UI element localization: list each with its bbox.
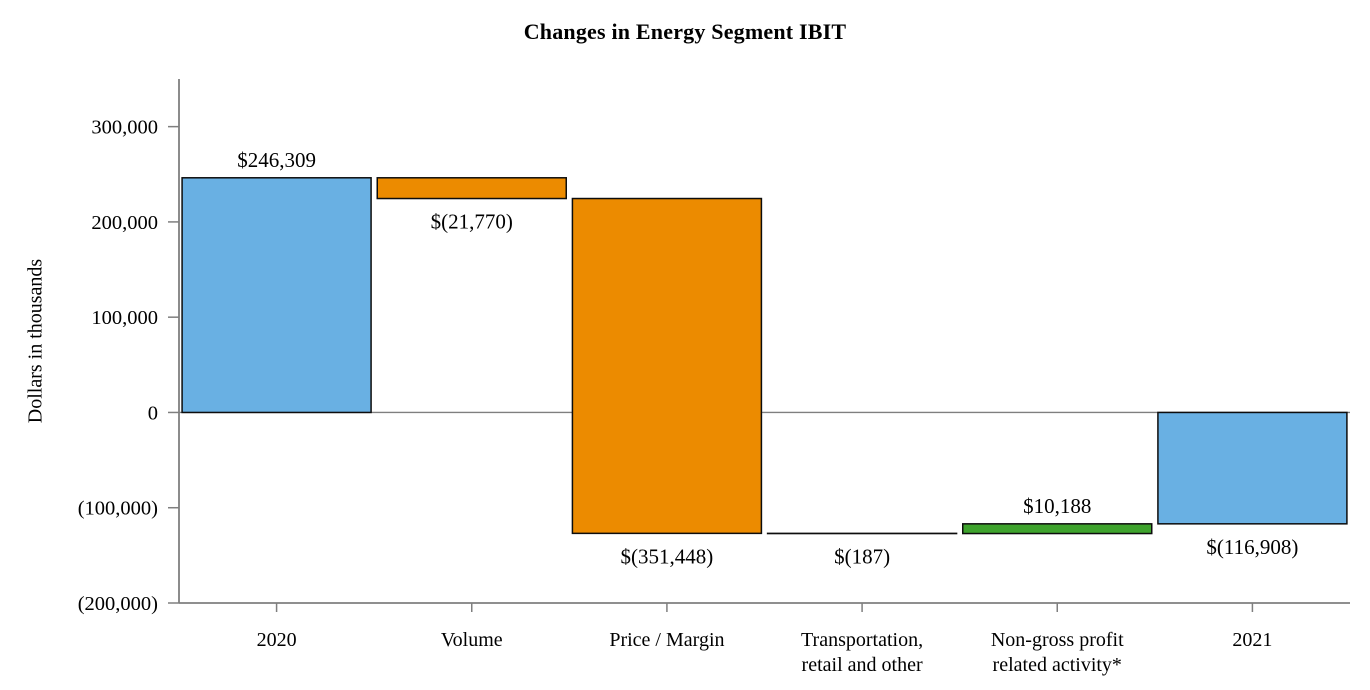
y-tick-label: (100,000) (78, 498, 158, 520)
bar-value-label: $(116,908) (1206, 535, 1298, 559)
x-category-label: 2020 (257, 629, 297, 651)
bar-total (181, 177, 372, 414)
x-category-label: Non-gross profit (991, 629, 1124, 651)
x-category-label: retail and other (802, 654, 923, 676)
bar-total (1157, 411, 1348, 525)
bar-value-label: $10,188 (1023, 494, 1091, 518)
bar-decrease (376, 177, 567, 200)
bar-value-label: $(21,770) (431, 210, 513, 234)
x-category-label: Price / Margin (609, 629, 724, 651)
bar-value-label: $246,309 (237, 148, 316, 172)
y-tick-label: 0 (148, 402, 158, 424)
y-tick-label: 100,000 (91, 307, 158, 329)
y-axis-title: Dollars in thousands (24, 258, 47, 424)
x-category-label: 2021 (1232, 629, 1272, 651)
x-category-label: Transportation, (801, 629, 923, 651)
y-tick-label: (200,000) (78, 593, 158, 615)
bar-decrease (571, 197, 763, 535)
bar-value-label: $(351,448) (621, 544, 714, 568)
bar-value-label: $(187) (834, 545, 890, 569)
y-tick-label: 300,000 (91, 117, 158, 139)
x-category-label: Volume (441, 629, 503, 651)
y-tick-label: 200,000 (91, 212, 158, 234)
bar-increase (962, 523, 1153, 535)
x-category-label: related activity* (993, 654, 1122, 676)
chart-title: Changes in Energy Segment IBIT (523, 19, 847, 44)
